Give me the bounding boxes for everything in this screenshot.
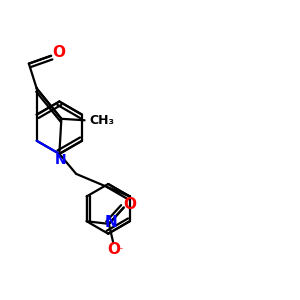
Text: O: O — [52, 45, 65, 60]
Text: N: N — [54, 153, 66, 167]
Text: CH₃: CH₃ — [90, 114, 115, 127]
Text: ⁻: ⁻ — [117, 245, 123, 258]
Text: O: O — [107, 242, 120, 257]
Text: N: N — [105, 215, 118, 230]
Text: O: O — [123, 197, 136, 212]
